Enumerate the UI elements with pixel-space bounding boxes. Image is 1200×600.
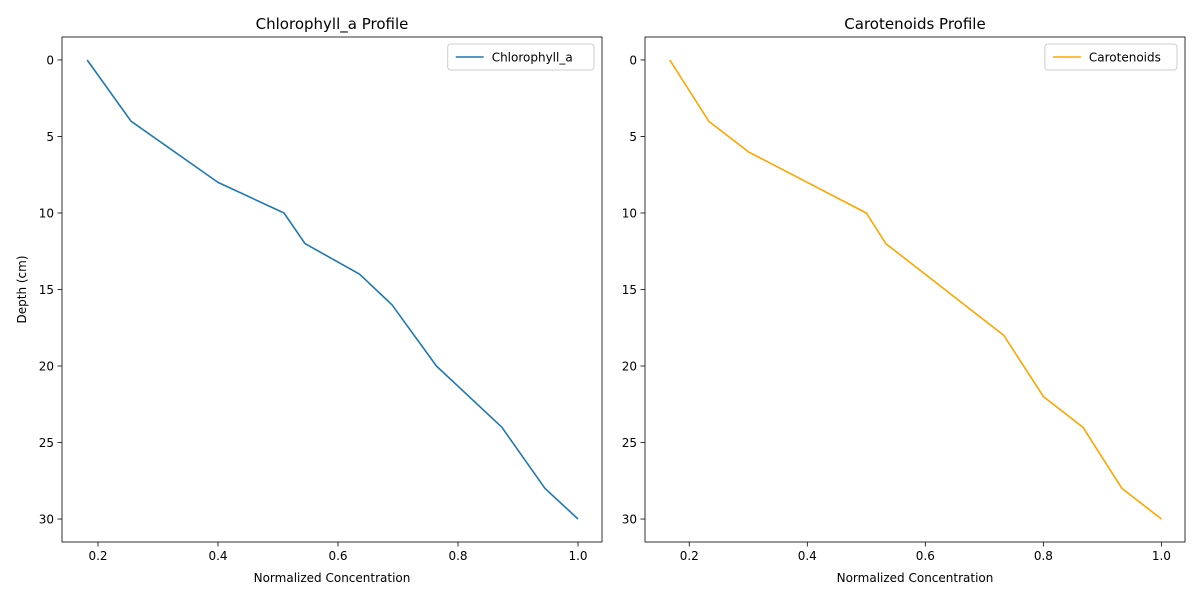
legend-label: Carotenoids [1089, 51, 1161, 65]
y-tick-label: 5 [629, 130, 637, 144]
x-tick-label: 0.2 [680, 549, 699, 563]
y-tick-label: 25 [39, 436, 54, 450]
x-tick-label: 0.6 [328, 549, 347, 563]
y-tick-label: 0 [629, 53, 637, 67]
y-tick-label: 10 [622, 206, 637, 220]
legend-box [447, 43, 595, 71]
y-tick-label: 0 [46, 53, 54, 67]
y-axis-label: Depth (cm) [15, 255, 29, 323]
series-line-carotenoids [669, 59, 1162, 520]
x-axis-label: Normalized Concentration [837, 571, 994, 585]
legend: Carotenoids [1044, 43, 1178, 71]
chart-panel-1: Chlorophyll_a Profile 0.2 0.4 0.6 0.8 1.0 0 5 10… [15, 15, 603, 585]
plot-area [61, 36, 603, 543]
x-tick-label: 1.0 [568, 549, 587, 563]
y-tick-label: 30 [39, 513, 54, 527]
y-tick-label: 30 [622, 513, 637, 527]
legend-box [1044, 43, 1178, 71]
x-tick-label: 0.6 [916, 549, 935, 563]
y-tick-label: 25 [622, 436, 637, 450]
legend-label: Chlorophyll_a [492, 51, 573, 65]
x-tick-label: 0.8 [448, 549, 467, 563]
y-tick-label: 15 [622, 283, 637, 297]
y-tick-label: 20 [622, 360, 637, 374]
x-axis-label: Normalized Concentration [254, 571, 411, 585]
x-tick-label: 0.2 [88, 549, 107, 563]
chart-title: Carotenoids Profile [844, 15, 985, 33]
x-tick-label: 0.4 [208, 549, 227, 563]
y-tick-label: 10 [39, 206, 54, 220]
x-tick-label: 0.8 [1034, 549, 1053, 563]
y-tick-label: 15 [39, 283, 54, 297]
chart-title: Chlorophyll_a Profile [256, 15, 409, 34]
x-tick-label: 1.0 [1152, 549, 1171, 563]
legend: Chlorophyll_a [447, 43, 595, 71]
chart-panel-2: Carotenoids Profile 0.2 0.4 0.6 0.8 1.0 0 5 10 15… [622, 15, 1186, 585]
x-tick-label: 0.4 [798, 549, 817, 563]
series-line-chlorophyll-a [86, 59, 579, 520]
y-tick-label: 20 [39, 360, 54, 374]
y-tick-label: 5 [46, 130, 54, 144]
plot-area [644, 36, 1186, 543]
